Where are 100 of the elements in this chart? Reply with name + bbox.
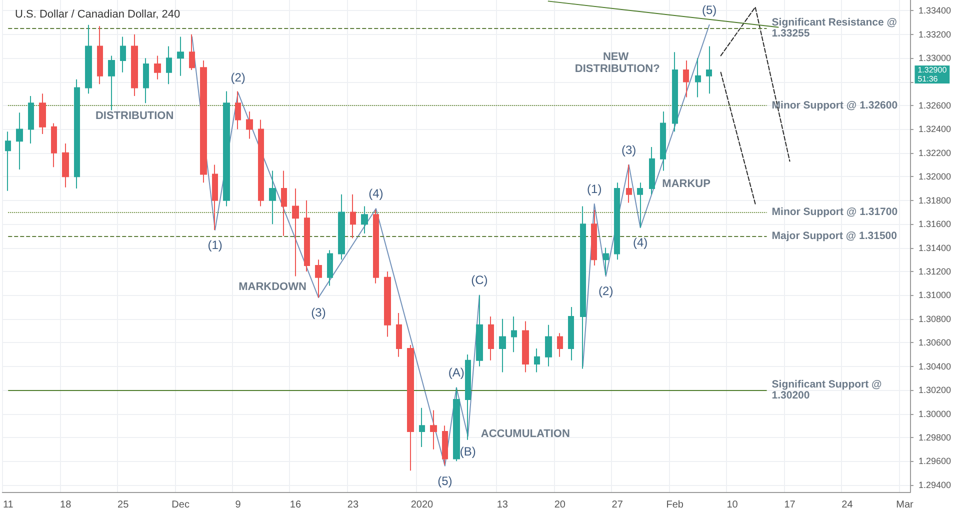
candlestick [108,55,115,111]
candlestick [258,119,264,207]
y-tick-label: 1.32600 [918,100,952,111]
candlestick [5,131,11,192]
candlestick [177,36,184,76]
y-tick-label: 1.30600 [918,338,952,348]
candlestick [534,348,540,373]
y-tick-label: 1.29800 [918,432,952,442]
candlestick [637,182,643,228]
y-tick-label: 1.32400 [918,124,952,134]
annotation: (A) [448,366,464,380]
candlestick [430,410,437,450]
x-tick-label: 17 [784,500,796,510]
y-tick-label: 1.33200 [918,29,952,40]
x-tick-label: 23 [347,500,359,510]
y-tick-label: 1.32000 [918,172,952,182]
annotation: MARKDOWN [238,280,306,293]
candlestick [373,209,379,284]
candlestick [74,78,80,189]
candlestick [660,110,666,172]
y-tick-label: 1.30800 [918,314,952,324]
candlestick [62,142,69,188]
x-tick-label: 20 [554,500,566,510]
candlestick [189,34,195,70]
y-tick-label: 1.30000 [918,408,952,419]
annotation: (4) [633,236,648,250]
annotation: ACCUMULATION [480,428,570,440]
ref-line-label: Minor Support @ 1.31700 [772,206,898,218]
annotation: (1) [587,182,602,196]
candlestick [442,425,448,466]
candlestick [143,58,149,104]
annotation: (2) [230,70,246,84]
ref-line-label: Minor Support @ 1.32600 [772,100,898,112]
candlestick [626,164,632,204]
candlestick [85,24,92,94]
x-tick-label: 9 [235,500,242,510]
candlestick [327,250,333,286]
y-tick-label: 1.33000 [918,53,952,64]
x-tick-label: 24 [842,500,854,510]
candlestick [695,58,701,98]
candlestick [223,90,230,207]
candlestick [672,52,678,132]
candlestick [591,209,597,266]
annotation: DISTRIBUTION [95,110,174,122]
y-tick-label: 1.31600 [918,219,952,230]
candlestick [522,320,529,373]
y-tick-label: 1.32200 [918,148,952,158]
annotation: (4) [368,186,384,201]
candlestick [338,194,345,260]
text: U.S. Dollar / Canadian Dollar, 240 [15,8,180,20]
candlestick [200,60,207,184]
x-tick-label: Dec [172,500,190,510]
candlestick [235,90,241,130]
candlestick [246,110,253,140]
candlestick [649,146,655,195]
candlestick [315,259,322,298]
annotation: (3) [311,306,326,320]
candlestick [614,182,620,260]
candlestick [16,112,23,170]
candlestick [603,247,609,276]
annotation: (2) [598,284,614,298]
candlestick [212,164,218,230]
candlestick [39,93,46,134]
candlestick [166,46,172,85]
x-tick-label: 27 [612,500,624,510]
annotation: (5) [438,474,452,488]
y-tick-label: 1.31000 [918,290,952,300]
candlestick [350,194,356,239]
y-tick-label: 1.31200 [918,266,952,276]
candlestick [545,324,552,367]
ref-line-label: Significant Resistance @ 1.33255 [772,16,900,40]
candlestick [51,122,57,168]
y-tick-label: 1.30200 [918,385,952,396]
ref-line-label: Significant Support @ 1.30200 [772,378,885,402]
text: 1.32900 [918,65,948,74]
candlestick [384,270,391,338]
candlestick [396,312,402,358]
y-tick-label: 1.29600 [918,456,952,466]
x-tick-label: 18 [60,500,72,510]
candlestick [488,316,494,361]
candlestick [557,332,563,358]
x-tick-label: 25 [118,500,130,510]
x-tick-label: 2020 [410,500,434,510]
x-tick-label: 10 [726,500,738,510]
text: 51:36 [918,74,938,84]
candlestick [419,407,425,448]
candlestick [683,60,689,98]
annotation: (B) [460,444,476,458]
annotation: NEW DISTRIBUTION? [574,50,660,75]
candlestick [407,344,414,472]
candlestick [568,306,574,361]
x-tick-label: 13 [496,500,508,510]
y-tick-label: 1.31800 [918,195,952,206]
candlestick [453,387,460,462]
ref-line-label: Major Support @ 1.31500 [772,230,898,242]
candlestick [281,170,287,236]
x-tick-label: 16 [290,500,302,510]
candlestick [131,34,138,97]
candlestick [499,318,506,373]
annotation: MARKUP [662,178,710,190]
